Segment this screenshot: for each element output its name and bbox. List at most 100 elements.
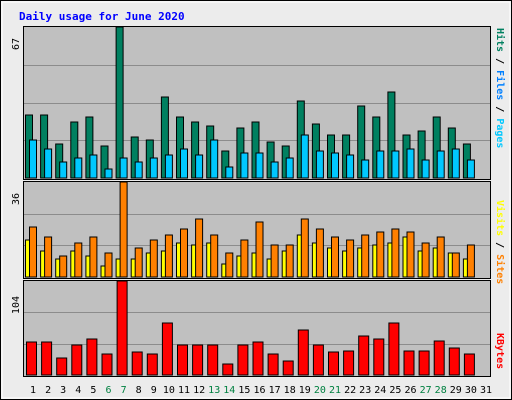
- bar-sites-day-8: [134, 247, 143, 278]
- bar-kbytes-day-8: [131, 351, 143, 376]
- bar-kbytes-day-16: [252, 341, 264, 376]
- bar-sites-day-25: [391, 228, 400, 278]
- bar-pages-day-22: [346, 154, 355, 179]
- bar-pages-day-13: [210, 139, 219, 179]
- bar-kbytes-day-13: [207, 344, 219, 376]
- day-label-25: 25: [389, 385, 401, 396]
- day-label-4: 4: [75, 385, 81, 396]
- bar-kbytes-day-6: [101, 353, 113, 376]
- day-label-8: 8: [136, 385, 142, 396]
- bar-pages-day-18: [285, 157, 294, 179]
- day-label-7: 7: [121, 385, 127, 396]
- bar-kbytes-day-27: [418, 350, 430, 376]
- bar-kbytes-day-28: [433, 340, 445, 376]
- bar-pages-day-7: [119, 157, 128, 179]
- day-label-18: 18: [284, 385, 296, 396]
- legend-separator: /: [494, 236, 505, 254]
- bar-kbytes-day-4: [71, 344, 83, 376]
- bar-sites-day-13: [210, 234, 219, 278]
- bar-kbytes-day-20: [312, 344, 324, 376]
- bar-kbytes-day-12: [192, 344, 204, 376]
- bar-pages-day-28: [436, 150, 445, 179]
- bar-kbytes-day-7: [116, 280, 128, 376]
- day-label-31: 31: [480, 385, 492, 396]
- bar-kbytes-day-1: [26, 341, 37, 376]
- day-label-29: 29: [450, 385, 462, 396]
- day-label-19: 19: [299, 385, 311, 396]
- day-label-17: 17: [269, 385, 281, 396]
- panel-sites-border: [23, 181, 491, 279]
- bar-pages-day-10: [164, 154, 173, 179]
- panel-sites-legend: Visits / Sites: [494, 200, 506, 284]
- bar-sites-day-9: [149, 239, 158, 278]
- day-label-20: 20: [314, 385, 326, 396]
- day-label-2: 2: [45, 385, 51, 396]
- panel-hits-border: [23, 26, 491, 180]
- bar-sites-day-29: [451, 252, 460, 278]
- bar-kbytes-day-9: [146, 353, 158, 376]
- bar-pages-day-2: [44, 148, 53, 179]
- day-label-14: 14: [223, 385, 235, 396]
- legend-files: Files: [494, 70, 506, 100]
- bar-sites-day-30: [466, 244, 475, 278]
- bar-sites-day-4: [74, 242, 83, 278]
- day-label-9: 9: [151, 385, 157, 396]
- day-label-27: 27: [420, 385, 432, 396]
- bar-sites-day-14: [225, 252, 234, 278]
- bar-sites-day-19: [300, 218, 309, 278]
- bar-pages-day-25: [391, 150, 400, 179]
- bar-pages-day-15: [240, 152, 249, 179]
- day-label-6: 6: [105, 385, 111, 396]
- bar-kbytes-day-26: [403, 350, 415, 376]
- bar-pages-day-6: [104, 168, 113, 179]
- day-labels: 1 2 3 4 5 6 7 8 9 10 11 12 13 14 15 16 17 18 19 20 21 22 23 24 2…: [30, 385, 492, 396]
- bar-sites-day-5: [89, 236, 98, 278]
- bar-sites-day-24: [376, 231, 385, 278]
- bar-sites-day-23: [361, 234, 370, 278]
- bar-sites-day-16: [255, 221, 264, 278]
- legend-visits: Visits: [494, 200, 506, 236]
- bar-sites-day-2: [44, 236, 53, 278]
- day-label-12: 12: [193, 385, 205, 396]
- bar-pages-day-16: [255, 152, 264, 179]
- bar-pages-day-27: [421, 159, 430, 179]
- bar-kbytes-day-21: [328, 351, 339, 376]
- bar-sites-day-7: [119, 181, 128, 278]
- day-label-16: 16: [253, 385, 265, 396]
- bar-sites-day-12: [195, 218, 204, 278]
- bar-pages-day-19: [300, 134, 309, 179]
- day-label-11: 11: [178, 385, 190, 396]
- legend-kbytes: KBytes: [494, 333, 505, 369]
- bar-sites-day-20: [315, 228, 324, 278]
- bar-kbytes-day-30: [463, 353, 475, 376]
- bar-kbytes-day-2: [41, 341, 53, 376]
- bar-kbytes-day-25: [388, 322, 400, 376]
- bar-pages-day-4: [74, 157, 83, 179]
- bar-pages-day-24: [376, 150, 385, 179]
- day-label-21: 21: [329, 385, 341, 396]
- bar-pages-day-17: [270, 161, 279, 179]
- bar-pages-day-12: [195, 154, 204, 179]
- bar-pages-day-30: [466, 159, 475, 179]
- bar-sites-day-28: [436, 236, 445, 278]
- day-label-3: 3: [60, 385, 66, 396]
- day-label-23: 23: [359, 385, 371, 396]
- panel-hits-ymax: 67: [11, 38, 22, 50]
- bar-kbytes-day-22: [343, 350, 355, 376]
- panel-kbytes-border: [23, 280, 491, 377]
- bar-sites-day-26: [406, 231, 415, 278]
- bar-kbytes-day-24: [373, 338, 385, 376]
- day-label-10: 10: [163, 385, 175, 396]
- bar-pages-day-1: [29, 139, 37, 179]
- panel-sites-ymax: 36: [11, 193, 22, 205]
- legend-pages: Pages: [494, 118, 505, 148]
- bar-pages-day-8: [134, 161, 143, 179]
- day-label-22: 22: [344, 385, 356, 396]
- bar-pages-day-9: [149, 157, 158, 179]
- day-label-13: 13: [208, 385, 220, 396]
- panel-kbytes-ymax: 104: [11, 296, 22, 314]
- day-label-15: 15: [238, 385, 250, 396]
- day-label-26: 26: [404, 385, 416, 396]
- chart-title: Daily usage for June 2020: [19, 10, 185, 23]
- bar-sites-day-17: [270, 244, 279, 278]
